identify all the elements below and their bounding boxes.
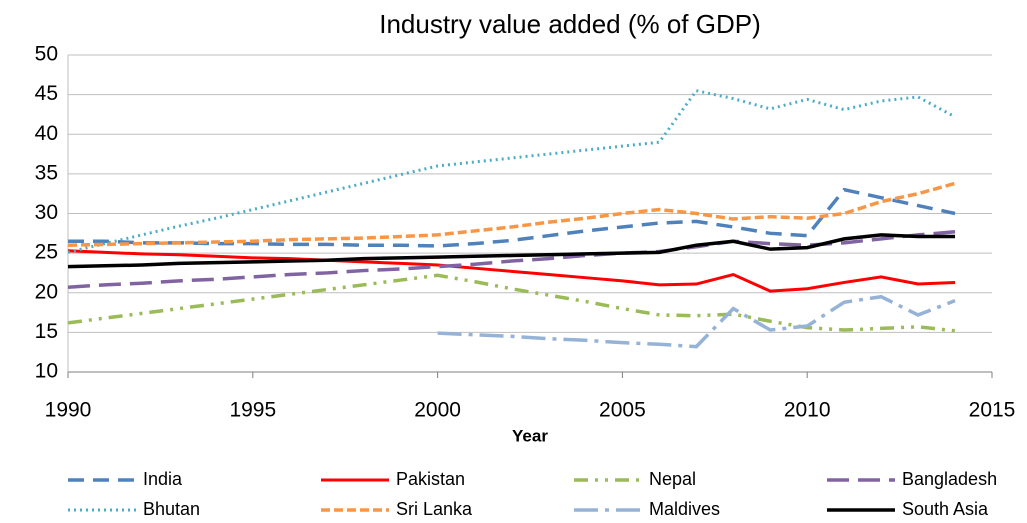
series-line: [67, 233, 956, 269]
x-tick-label: 2005: [599, 399, 646, 422]
x-tick-label: 2015: [969, 399, 1016, 422]
y-tick-label: 35: [35, 161, 58, 184]
y-tick-label: 10: [35, 360, 58, 383]
series-line: [67, 273, 956, 333]
y-tick-label: 40: [35, 122, 58, 145]
x-tick-label: 2010: [784, 399, 831, 422]
series-line: [67, 88, 956, 254]
legend-label: India: [143, 469, 183, 489]
legend-label: Nepal: [649, 469, 696, 489]
x-tick-label: 1990: [45, 399, 92, 422]
y-tick-label: 50: [35, 43, 58, 66]
legend-label: Pakistan: [396, 469, 465, 489]
x-tick-label: 2000: [414, 399, 461, 422]
series-line: [67, 249, 956, 293]
series-line: [437, 294, 956, 349]
y-tick-label: 15: [35, 320, 58, 343]
legend-label: Bangladesh: [902, 469, 997, 489]
y-tick-label: 30: [35, 201, 58, 224]
y-tick-label: 45: [35, 82, 58, 105]
x-axis-label: Year: [512, 426, 548, 445]
legend-label: Bhutan: [143, 499, 200, 519]
series-line: [67, 181, 956, 247]
chart-title: Industry value added (% of GDP): [379, 9, 761, 39]
x-tick-label: 1995: [229, 399, 276, 422]
legend-label: Maldives: [649, 499, 720, 519]
y-tick-label: 20: [35, 280, 58, 303]
legend-label: Sri Lanka: [396, 499, 473, 519]
series-line: [67, 229, 956, 289]
legend-label: South Asia: [902, 499, 989, 519]
y-tick-label: 25: [35, 241, 58, 264]
